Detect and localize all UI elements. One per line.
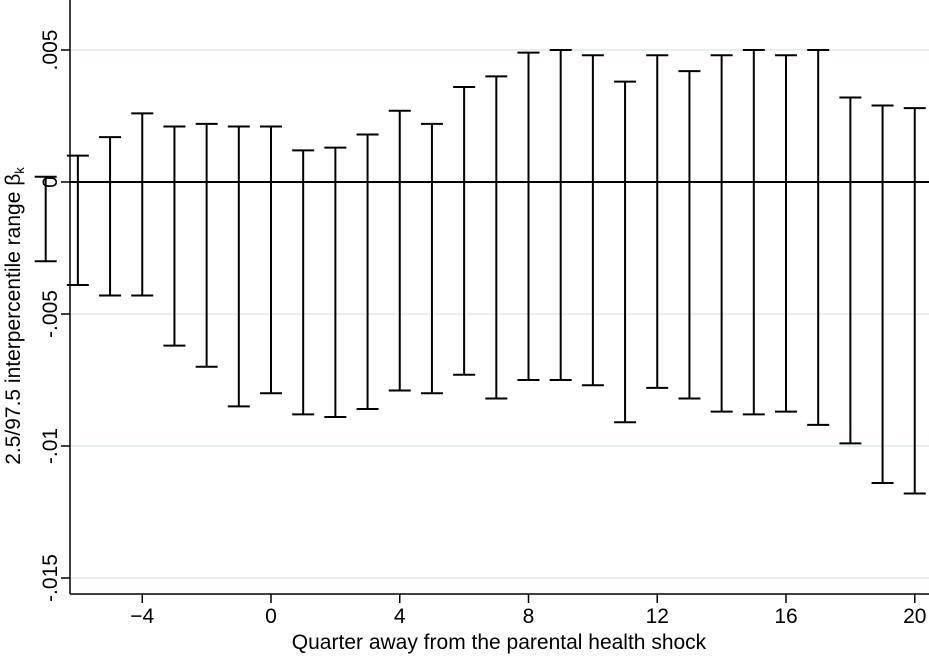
y-tick-label: -.01 xyxy=(39,428,62,464)
error-bar xyxy=(871,104,894,484)
error-bars xyxy=(34,49,926,495)
error-bar xyxy=(517,51,540,381)
error-bar xyxy=(260,125,282,395)
y-tick-label: .005 xyxy=(39,30,62,71)
y-axis-label-subscript: k xyxy=(12,167,27,174)
error-bar xyxy=(646,54,669,389)
error-bar xyxy=(839,96,862,445)
error-bar xyxy=(388,109,411,392)
error-bar xyxy=(34,175,57,263)
grid-lines xyxy=(70,49,929,579)
y-tick-label: -.005 xyxy=(39,290,62,338)
error-bar xyxy=(195,122,218,368)
error-bar xyxy=(775,54,797,413)
x-tick-label: −4 xyxy=(130,605,154,628)
error-bar xyxy=(324,146,347,418)
error-bar xyxy=(485,75,508,400)
y-axis-label-main: 2.5/97.5 interpercentile range β xyxy=(2,174,25,465)
error-bar xyxy=(131,112,154,297)
x-tick-label: 8 xyxy=(523,605,535,628)
error-bar xyxy=(903,107,926,495)
x-tick-label: 0 xyxy=(265,605,277,628)
y-tick-labels: .005 0 -.005 -.01 -.015 xyxy=(39,30,70,602)
error-bar xyxy=(227,125,250,408)
error-bar xyxy=(292,149,315,416)
y-tick-label: 0 xyxy=(39,176,62,188)
error-bar xyxy=(710,54,733,413)
error-bar xyxy=(678,70,701,400)
error-bar xyxy=(356,133,379,411)
y-tick-label: -.015 xyxy=(39,554,62,602)
x-tick-labels: −404812162024 xyxy=(130,594,926,628)
error-bar xyxy=(453,85,476,376)
error-bar xyxy=(99,136,122,297)
y-axis-label: 2.5/97.5 interpercentile range βk xyxy=(2,167,27,465)
x-tick-label: 4 xyxy=(394,605,406,628)
error-bar xyxy=(420,122,443,395)
x-tick-label: 12 xyxy=(646,605,669,628)
error-bar xyxy=(581,54,604,387)
error-bar xyxy=(807,49,830,426)
error-bar xyxy=(614,80,637,424)
x-tick-label: 16 xyxy=(774,605,797,628)
x-axis-label: Quarter away from the parental health sh… xyxy=(292,631,707,654)
error-bar xyxy=(549,49,572,381)
x-tick-label: 20 xyxy=(903,605,926,628)
error-bar xyxy=(742,49,765,416)
error-bar xyxy=(163,125,186,347)
